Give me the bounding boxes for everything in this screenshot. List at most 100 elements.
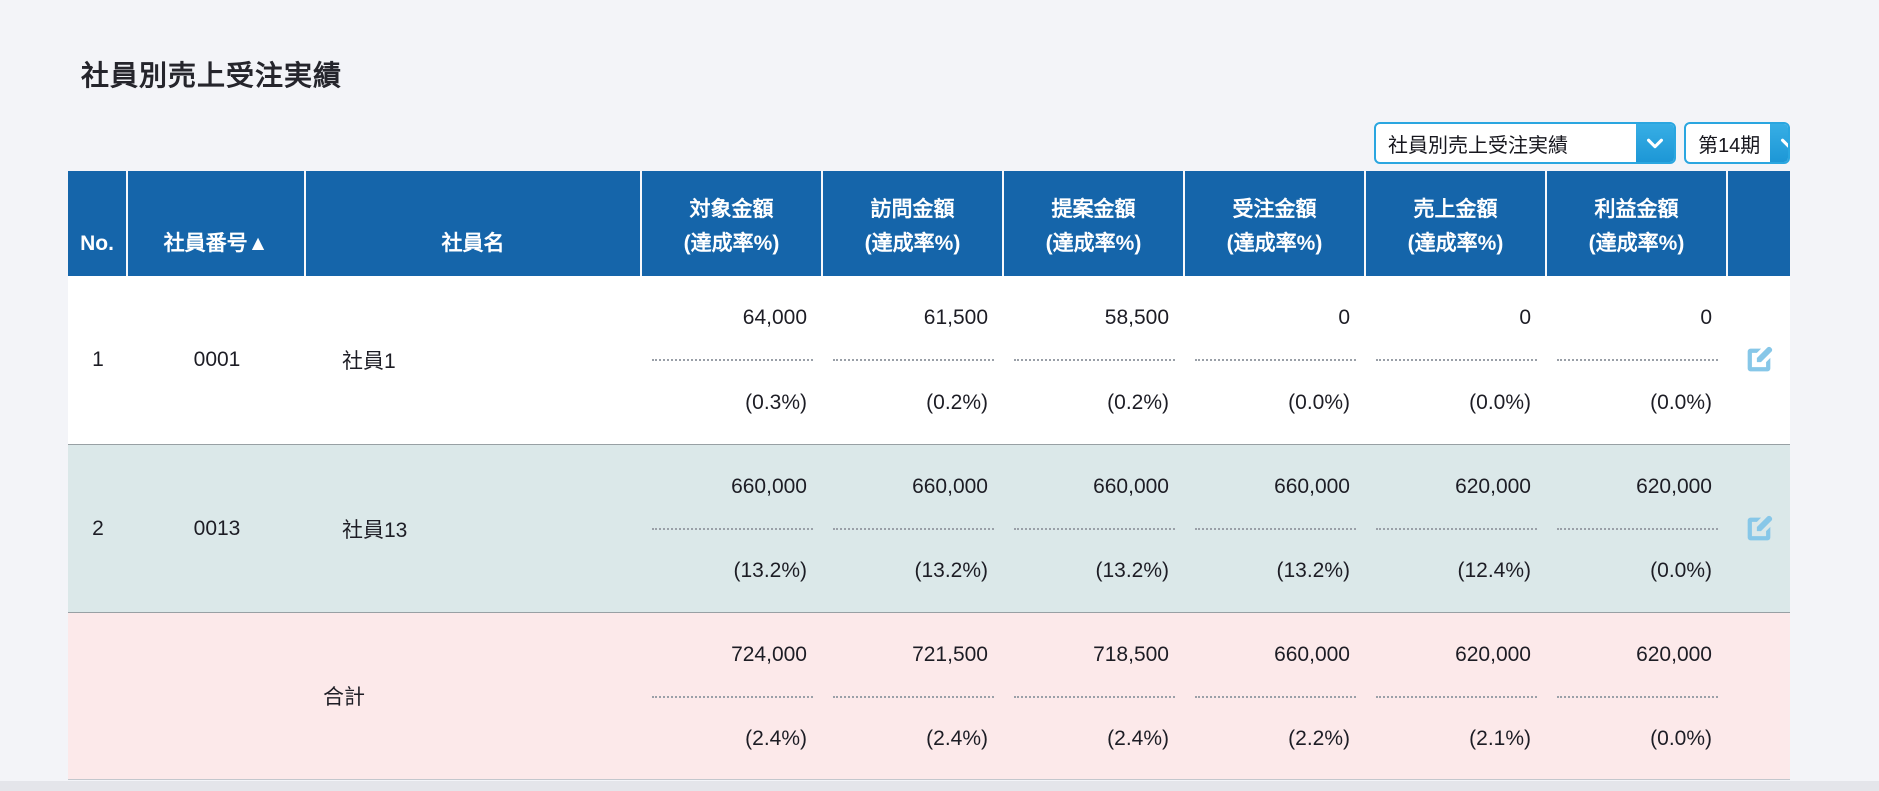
rate-value: (2.4%) (926, 726, 988, 750)
cell-amount: 660,000 (13.2%) (1004, 445, 1185, 612)
amount-header-label: 提案金額 (1051, 198, 1136, 221)
cell-amount: 721,500 (2.4%) (823, 613, 1004, 779)
bottom-edge (0, 781, 1879, 791)
amount-value: 0 (1519, 305, 1531, 329)
cell-amount: 660,000 (13.2%) (823, 445, 1004, 612)
amount-value: 61,500 (923, 305, 988, 329)
amount-value: 718,500 (1093, 642, 1169, 666)
dotted-divider (833, 359, 994, 361)
edit-row-button[interactable] (1742, 343, 1776, 377)
cell-no: 2 (92, 516, 104, 540)
table-row: 1 0001 社員1 64,000 (0.3%) 61,500 (0.2%) 58,500 (0… (68, 276, 1790, 444)
cell-amount: 620,000 (2.1%) (1366, 613, 1547, 779)
amount-value: 660,000 (1274, 474, 1350, 498)
cell-amount: 660,000 (13.2%) (642, 445, 823, 612)
report-type-value: 社員別売上受注実績 (1388, 134, 1568, 157)
header-order-amount: 受注金額 (達成率%) (1185, 171, 1366, 276)
employee-sales-table: No. 社員番号▲ 社員名 対象金額 (達成率%) 訪問金額 (達成率%) 提案金額 (達… (68, 171, 1790, 780)
cell-amount: 61,500 (0.2%) (823, 276, 1004, 444)
header-no-label: No. (80, 232, 114, 255)
cell-employee-name: 社員1 (342, 350, 396, 373)
total-row: 合計 724,000 (2.4%) 721,500 (2.4%) 718,500 (2.4%… (68, 612, 1790, 780)
rate-value: (13.2%) (1095, 559, 1169, 582)
rate-value: (13.2%) (1276, 559, 1350, 582)
header-employee-name: 社員名 (306, 171, 642, 276)
rate-value: (0.2%) (926, 390, 988, 414)
amount-value: 0 (1338, 305, 1350, 329)
cell-amount: 718,500 (2.4%) (1004, 613, 1185, 779)
amount-header-sub: (達成率%) (1588, 232, 1685, 255)
dotted-divider (1557, 528, 1718, 530)
amount-header-label: 利益金額 (1594, 198, 1679, 221)
rate-value: (0.2%) (1107, 390, 1169, 414)
header-edit (1728, 171, 1790, 276)
amount-header-label: 対象金額 (689, 198, 774, 221)
dotted-divider (1195, 359, 1356, 361)
dotted-divider (652, 696, 813, 698)
cell-no: 1 (92, 348, 104, 371)
header-no: No. (68, 171, 128, 276)
cell-amount: 58,500 (0.2%) (1004, 276, 1185, 444)
rate-value: (2.4%) (1107, 726, 1169, 750)
cell-amount: 660,000 (2.2%) (1185, 613, 1366, 779)
period-select[interactable]: 第14期 (1684, 122, 1790, 164)
cell-amount: 620,000 (0.0%) (1547, 445, 1728, 612)
amount-value: 58,500 (1104, 305, 1169, 329)
amount-header-sub: (達成率%) (1226, 232, 1323, 255)
amount-value: 0 (1700, 305, 1712, 329)
amount-header-sub: (達成率%) (1407, 232, 1504, 255)
dotted-divider (1195, 528, 1356, 530)
dotted-divider (1376, 528, 1537, 530)
header-employee-name-label: 社員名 (441, 232, 505, 255)
amount-header-label: 受注金額 (1232, 198, 1317, 221)
cell-amount: 620,000 (0.0%) (1547, 613, 1728, 779)
dotted-divider (1376, 696, 1537, 698)
header-visit-amount: 訪問金額 (達成率%) (823, 171, 1004, 276)
amount-value: 620,000 (1455, 474, 1531, 498)
report-type-select[interactable]: 社員別売上受注実績 (1374, 122, 1676, 164)
rate-value: (0.0%) (1650, 726, 1712, 750)
cell-amount: 64,000 (0.3%) (642, 276, 823, 444)
chevron-down-icon (1636, 124, 1674, 162)
rate-value: (13.2%) (914, 559, 988, 582)
dotted-divider (1014, 528, 1175, 530)
amount-value: 620,000 (1636, 474, 1712, 498)
cell-amount: 724,000 (2.4%) (642, 613, 823, 779)
amount-value: 721,500 (912, 642, 988, 666)
header-employee-number-label: 社員番号▲ (163, 232, 269, 255)
cell-amount: 660,000 (13.2%) (1185, 445, 1366, 612)
amount-header-sub: (達成率%) (864, 232, 961, 255)
cell-employee-number: 0013 (193, 516, 241, 540)
header-employee-number[interactable]: 社員番号▲ (128, 171, 306, 276)
amount-header-sub: (達成率%) (1045, 232, 1142, 255)
amount-value: 724,000 (731, 642, 807, 666)
total-label: 合計 (323, 686, 365, 709)
cell-edit (1728, 445, 1790, 612)
rate-value: (2.1%) (1469, 726, 1531, 750)
dotted-divider (1195, 696, 1356, 698)
dotted-divider (1557, 696, 1718, 698)
period-value: 第14期 (1698, 134, 1761, 157)
header-profit-amount: 利益金額 (達成率%) (1547, 171, 1728, 276)
rate-value: (0.0%) (1650, 390, 1712, 414)
cell-amount: 0 (0.0%) (1185, 276, 1366, 444)
edit-icon (1747, 346, 1773, 372)
header-sales-amount: 売上金額 (達成率%) (1366, 171, 1547, 276)
amount-value: 660,000 (1093, 474, 1169, 498)
amount-value: 64,000 (742, 305, 807, 329)
dotted-divider (1014, 696, 1175, 698)
rate-value: (12.4%) (1457, 559, 1531, 582)
rate-value: (13.2%) (733, 559, 807, 582)
header-proposal-amount: 提案金額 (達成率%) (1004, 171, 1185, 276)
amount-header-label: 訪問金額 (870, 198, 955, 221)
dotted-divider (833, 696, 994, 698)
cell-employee-number: 0001 (193, 348, 241, 371)
edit-row-button[interactable] (1742, 512, 1776, 546)
dotted-divider (1014, 359, 1175, 361)
cell-amount: 0 (0.0%) (1547, 276, 1728, 444)
rate-value: (0.0%) (1650, 559, 1712, 582)
dotted-divider (1376, 359, 1537, 361)
rate-value: (2.2%) (1288, 726, 1350, 750)
dotted-divider (1557, 359, 1718, 361)
